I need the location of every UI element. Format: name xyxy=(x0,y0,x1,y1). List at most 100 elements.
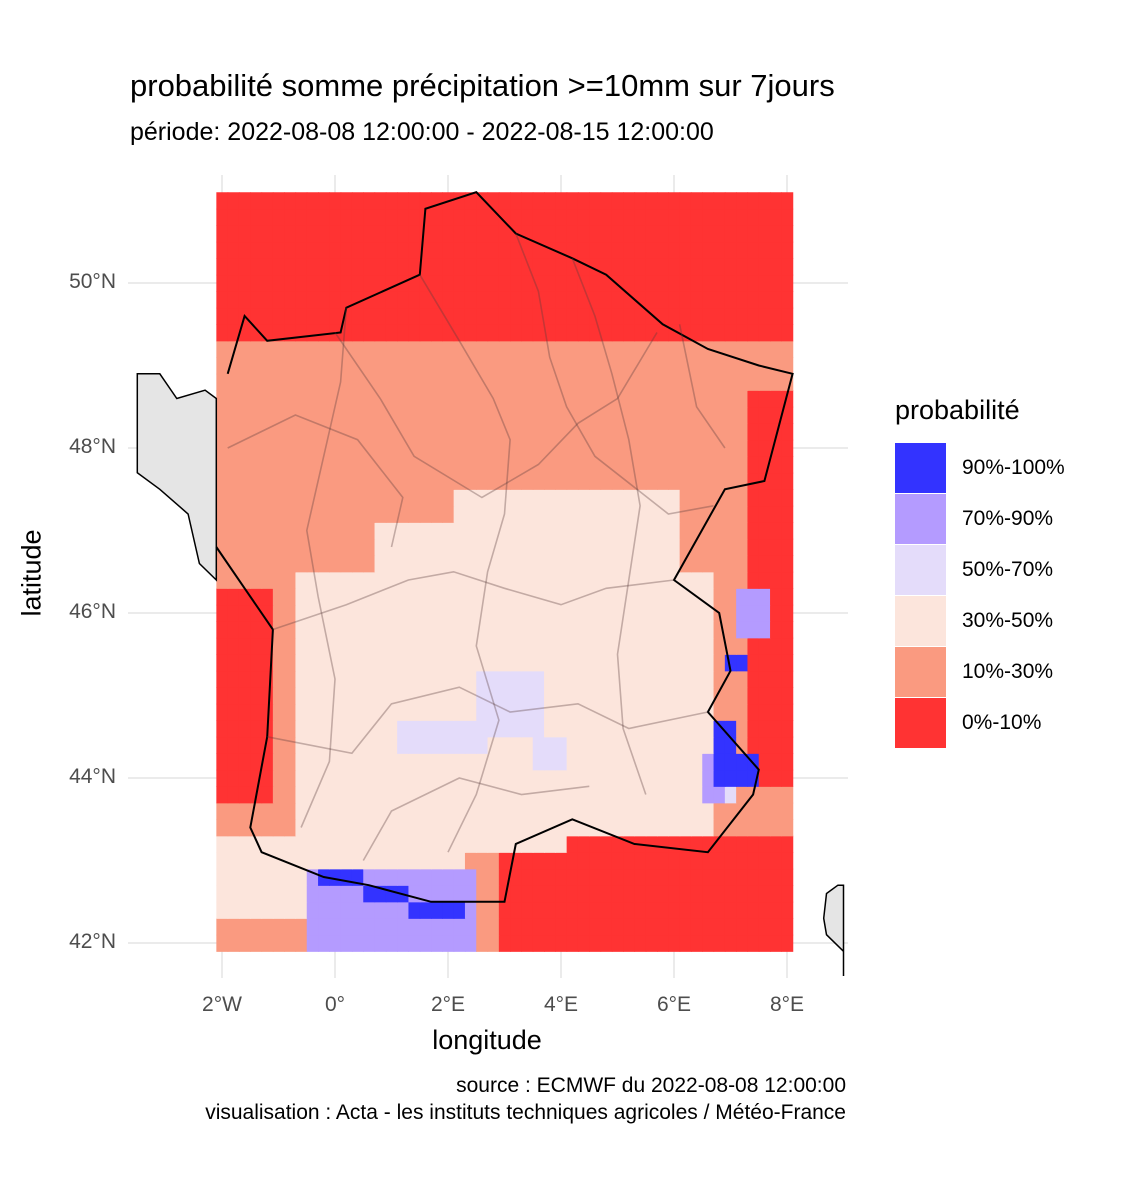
grid-cell xyxy=(306,720,319,738)
grid-cell xyxy=(577,901,590,919)
grid-cell xyxy=(272,918,285,936)
grid-cell xyxy=(713,621,726,639)
grid-cell xyxy=(521,802,534,820)
grid-cell xyxy=(498,918,511,936)
grid-cell xyxy=(464,505,477,523)
grid-cell xyxy=(589,439,602,457)
grid-cell xyxy=(611,835,624,853)
grid-cell xyxy=(555,835,568,853)
grid-cell xyxy=(770,934,782,952)
grid-cell xyxy=(668,703,681,721)
grid-cell xyxy=(408,307,421,325)
grid-cell xyxy=(318,736,330,754)
grid-cell xyxy=(385,439,398,457)
grid-cell xyxy=(374,439,387,457)
grid-cell xyxy=(724,406,737,424)
grid-cell xyxy=(453,522,466,540)
grid-cell xyxy=(363,571,376,589)
grid-cell xyxy=(284,324,297,342)
grid-cell xyxy=(577,571,590,589)
grid-cell xyxy=(238,522,251,540)
grid-cell xyxy=(781,439,794,457)
grid-cell xyxy=(702,208,715,226)
grid-cell xyxy=(318,324,330,342)
grid-cell xyxy=(453,307,466,325)
grid-cell xyxy=(431,720,443,738)
grid-cell xyxy=(724,786,737,804)
grid-cell xyxy=(295,357,308,375)
grid-cell xyxy=(645,439,658,457)
grid-cell xyxy=(521,456,534,474)
grid-cell xyxy=(442,885,455,903)
grid-cell xyxy=(724,489,737,507)
grid-cell xyxy=(634,703,647,721)
grid-cell xyxy=(679,373,692,391)
grid-cell xyxy=(611,192,624,210)
grid-cell xyxy=(713,555,726,573)
grid-cell xyxy=(442,522,455,540)
grid-cell xyxy=(702,588,715,606)
grid-cell xyxy=(532,208,545,226)
grid-cell xyxy=(510,208,523,226)
grid-cell xyxy=(261,208,274,226)
grid-cell xyxy=(442,637,455,655)
grid-cell xyxy=(532,868,545,886)
grid-cell xyxy=(363,505,376,523)
grid-cell xyxy=(318,703,330,721)
grid-cell xyxy=(736,703,749,721)
grid-cell xyxy=(498,670,511,688)
grid-cell xyxy=(736,868,749,886)
grid-cell xyxy=(600,868,613,886)
grid-cell xyxy=(544,885,556,903)
grid-cell xyxy=(374,654,387,672)
grid-cell xyxy=(770,307,782,325)
grid-cell xyxy=(555,390,568,408)
grid-cell xyxy=(623,472,636,490)
region-boundary xyxy=(227,414,404,548)
grid-cell xyxy=(272,703,285,721)
grid-cell xyxy=(747,538,760,556)
grid-cell xyxy=(679,505,692,523)
grid-cell xyxy=(329,307,342,325)
grid-cell xyxy=(532,406,545,424)
grid-cell xyxy=(397,769,410,787)
grid-cell xyxy=(464,208,477,226)
grid-cell xyxy=(645,654,658,672)
grid-cell xyxy=(419,918,432,936)
region-boundary xyxy=(272,570,675,631)
grid-cell xyxy=(668,868,681,886)
grid-cell xyxy=(318,489,330,507)
grid-cell xyxy=(623,720,636,738)
grid-cell xyxy=(227,489,240,507)
grid-cell xyxy=(385,637,398,655)
grid-cell xyxy=(532,225,545,243)
grid-cell xyxy=(555,423,568,441)
x-tick-label: 8°E xyxy=(769,993,805,1016)
grid-cell xyxy=(216,571,229,589)
grid-cell xyxy=(747,703,760,721)
grid-cell xyxy=(736,720,749,738)
grid-cell xyxy=(510,373,523,391)
grid-cell xyxy=(702,555,715,573)
grid-cell xyxy=(634,687,647,705)
probability-grid xyxy=(216,192,794,952)
grid-cell xyxy=(634,852,647,870)
grid-cell xyxy=(464,489,477,507)
grid-cell xyxy=(351,703,364,721)
grid-cell xyxy=(566,456,579,474)
grid-cell xyxy=(329,439,342,457)
grid-cell xyxy=(284,406,297,424)
grid-cell xyxy=(431,901,443,919)
grid-cell xyxy=(747,934,760,952)
grid-cell xyxy=(318,192,330,210)
grid-cell xyxy=(747,225,760,243)
grid-cell xyxy=(747,522,760,540)
grid-cell xyxy=(657,571,669,589)
grid-cell xyxy=(510,786,523,804)
grid-cell xyxy=(724,373,737,391)
grid-cell xyxy=(623,324,636,342)
grid-cell xyxy=(419,208,432,226)
region-outlines xyxy=(136,191,845,976)
grid-cell xyxy=(713,588,726,606)
grid-cell xyxy=(374,373,387,391)
